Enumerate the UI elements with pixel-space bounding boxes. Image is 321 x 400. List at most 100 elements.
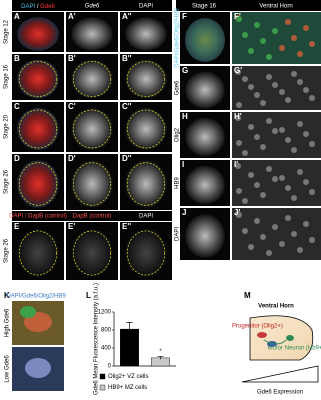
cell: [236, 140, 242, 146]
cell: [272, 128, 278, 134]
column-header: DAPI: [139, 214, 153, 220]
header-part: /: [37, 4, 39, 10]
cell: [242, 228, 248, 234]
cell: [266, 74, 272, 80]
tissue: [17, 17, 59, 51]
column-header: Gde6: [85, 4, 100, 10]
cell: [254, 134, 260, 140]
cell: [242, 76, 248, 82]
cell: [20, 306, 36, 318]
cell: [248, 124, 254, 130]
tissue: [185, 71, 225, 109]
cell: [272, 82, 278, 88]
cell: [291, 71, 297, 77]
stain-label: HB9: [175, 177, 181, 189]
tissue: [185, 18, 225, 62]
outline: [18, 61, 58, 97]
outline: [18, 109, 58, 149]
cell: [291, 231, 297, 237]
header-bg: [176, 0, 321, 11]
stain-label: DAPI/Gde6/Olig2/HB9: [175, 8, 181, 68]
tissue: [185, 117, 225, 157]
panel-label: G: [182, 66, 188, 75]
cell: [266, 54, 272, 60]
cell: [260, 38, 266, 44]
tissue: [71, 108, 113, 150]
migration-arrow: [263, 339, 287, 345]
cell: [25, 358, 51, 378]
cell: [266, 250, 272, 256]
panel-label: C'': [122, 102, 132, 111]
gradient-triangle: [241, 365, 319, 383]
cell: [260, 234, 266, 240]
tissue: [125, 228, 167, 278]
cell: [285, 215, 291, 221]
y-tick-label: 0: [108, 364, 112, 370]
column-header: DAPI / DapB (control): [9, 214, 67, 220]
panel-label: G': [234, 66, 242, 75]
cell: [266, 118, 272, 124]
cell: [235, 69, 241, 75]
panel-label: D'': [122, 154, 132, 163]
row-label: High Gde6: [5, 308, 11, 337]
cell: [279, 89, 285, 95]
tissue: [125, 59, 167, 99]
panel-label: B'': [122, 54, 132, 63]
error-bar: [126, 322, 133, 336]
cell: [242, 32, 248, 38]
tissue: [71, 160, 113, 208]
panel-label: A: [14, 12, 20, 21]
stain-label: DAPI: [175, 227, 181, 241]
cell: [297, 169, 303, 175]
panel-label: E: [14, 222, 20, 231]
error-bar: [157, 356, 164, 360]
y-axis-label: Gde6 Mean Fluorescence Intensity (a.f.u.…: [94, 283, 100, 395]
micrograph: [232, 208, 321, 260]
cell: [303, 221, 309, 227]
column-header: DAPI: [139, 4, 153, 10]
legend-swatch: [99, 373, 106, 380]
tissue: [17, 228, 59, 278]
outline: [126, 109, 166, 149]
header-part: DAPI: [21, 4, 35, 10]
cell: [235, 115, 241, 121]
panel-label: E': [68, 222, 75, 231]
cell: [291, 35, 297, 41]
outline: [126, 162, 166, 206]
cell: [242, 198, 248, 204]
panel-label: F: [182, 12, 187, 21]
outline: [18, 230, 58, 276]
tissue: [71, 228, 113, 278]
micrograph: [232, 12, 321, 64]
column-header: Ventral Horn: [259, 4, 292, 10]
cell: [309, 189, 315, 195]
cell: [242, 150, 248, 156]
horn-shape: [249, 315, 314, 361]
panel-label: I': [234, 160, 238, 169]
panel-label: A'': [122, 12, 132, 21]
panel-label: L: [86, 291, 91, 300]
stage-label: Stage 26: [4, 238, 10, 263]
outline: [126, 61, 166, 97]
cell: [303, 87, 309, 93]
tissue: [17, 108, 59, 150]
cell: [254, 182, 260, 188]
cell: [248, 84, 254, 90]
stain-label: Olig2: [175, 127, 181, 142]
cell: [285, 137, 291, 143]
tissue: [185, 214, 225, 258]
outline: [72, 109, 112, 149]
panel-label: H': [234, 112, 242, 121]
cell: [309, 95, 315, 101]
cell: [303, 25, 309, 31]
tissue: [125, 160, 167, 208]
panel-label: J': [234, 208, 240, 217]
panel-label: H: [182, 112, 188, 121]
tissue: [125, 108, 167, 150]
column-header: DapB (control): [73, 214, 112, 220]
panel-label: D': [68, 154, 76, 163]
diagram-label: Progenitor (Olig2+): [232, 324, 283, 330]
stain-label: DAPI/Gde6/Olig2/HB9: [6, 294, 66, 300]
cell: [248, 172, 254, 178]
